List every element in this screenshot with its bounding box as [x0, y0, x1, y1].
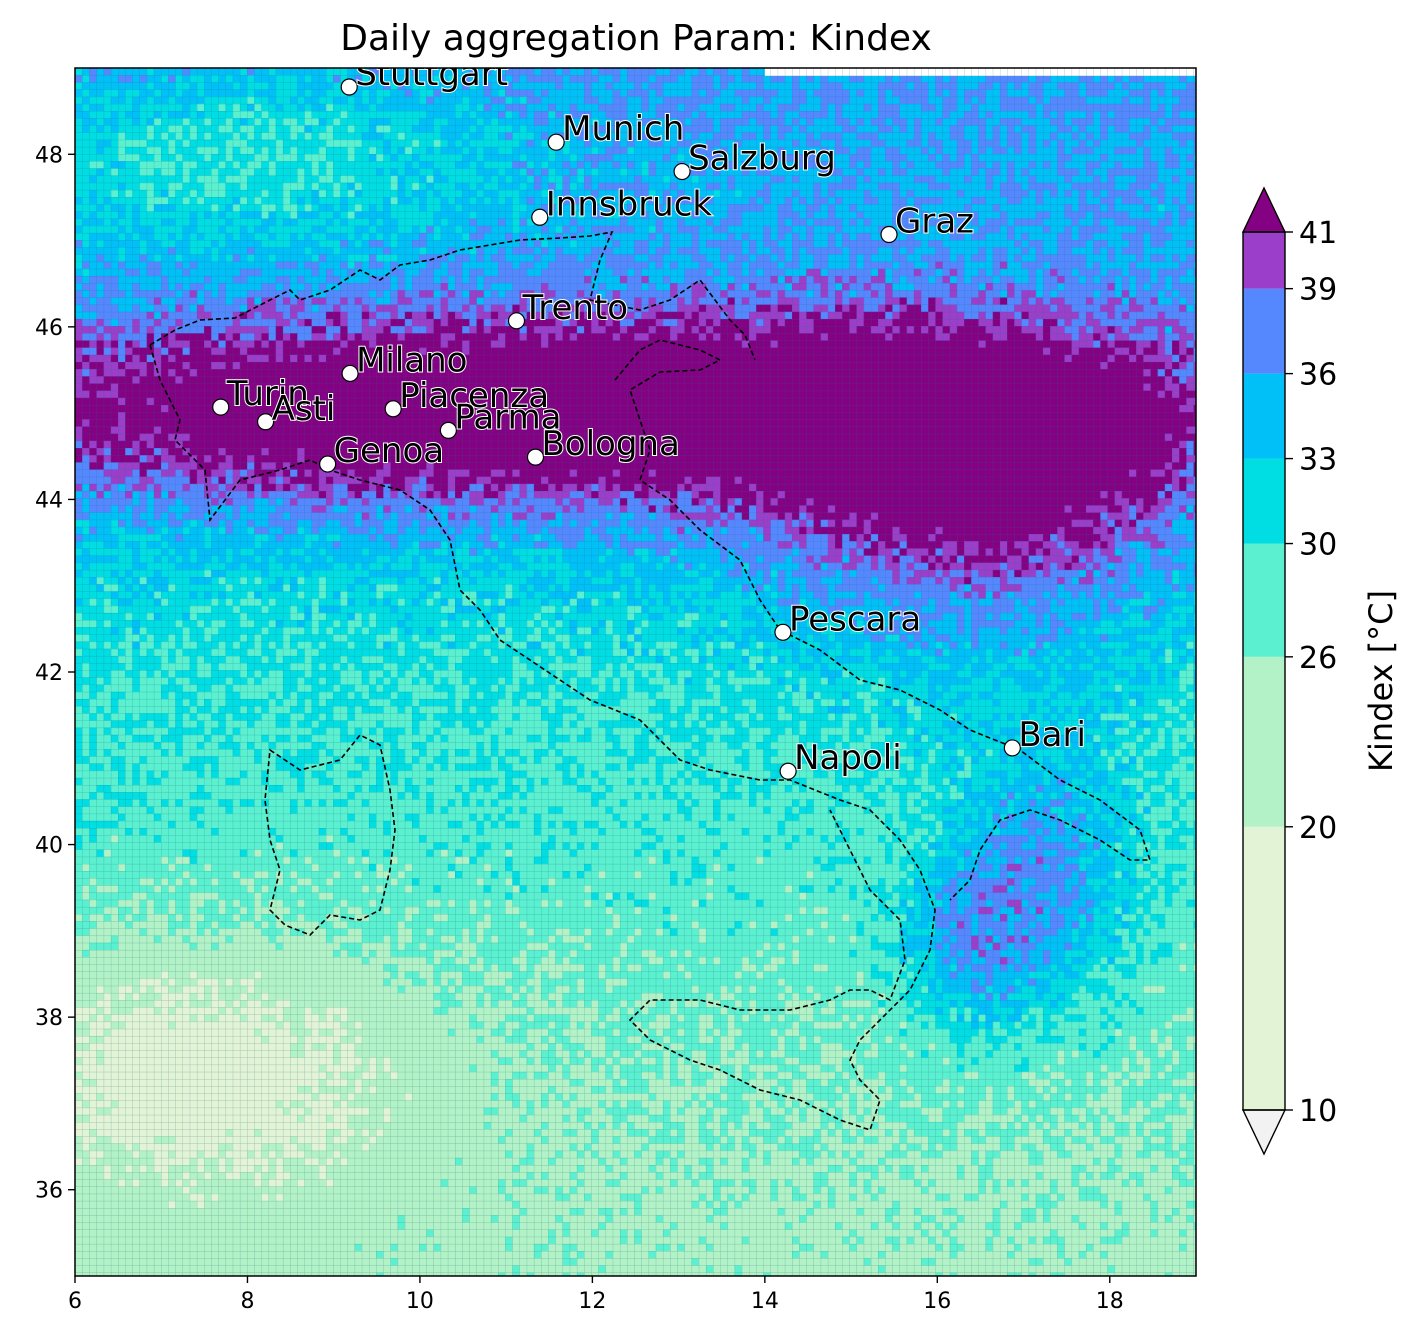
- map-title: Daily aggregation Param: Kindex: [340, 18, 932, 59]
